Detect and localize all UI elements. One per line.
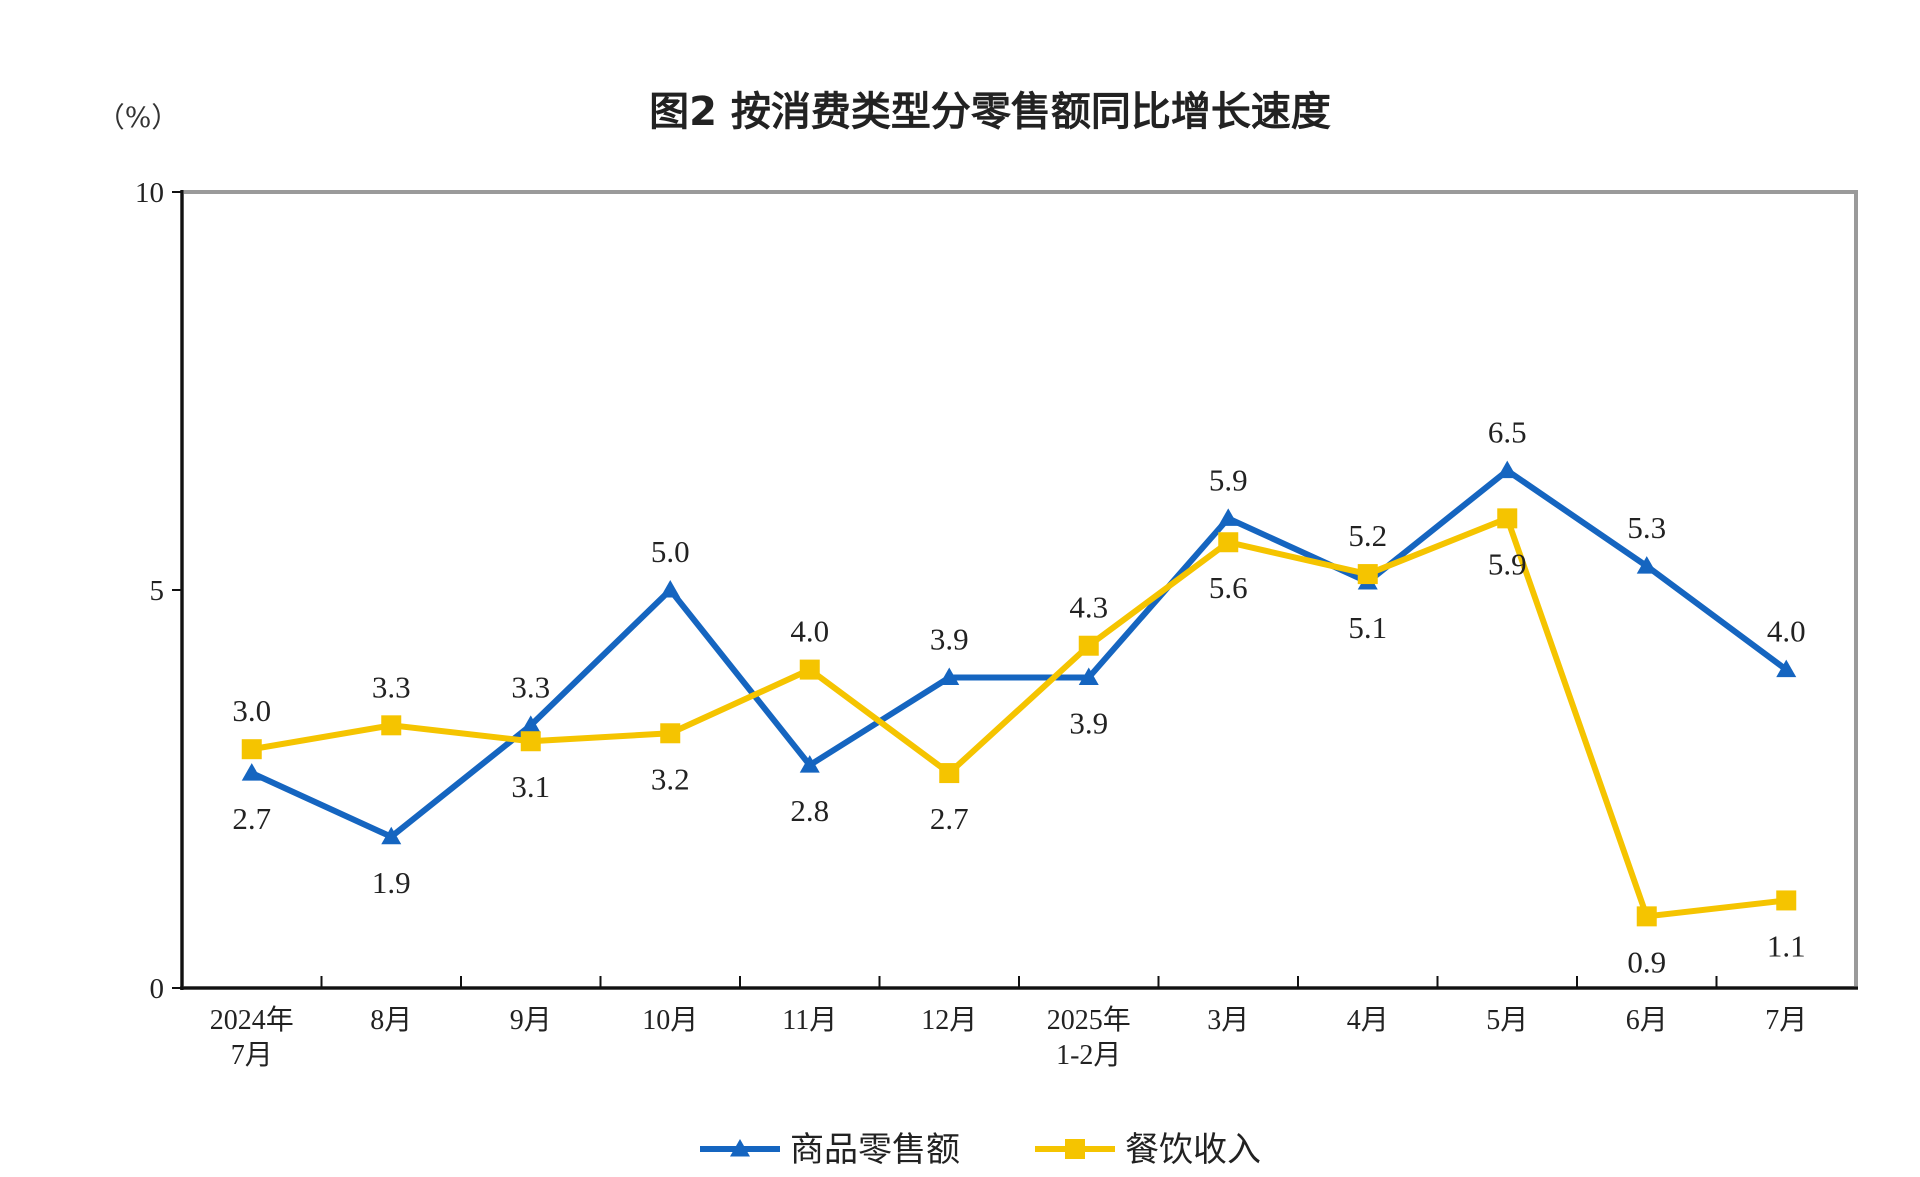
x-tick-label: 10月 — [642, 1005, 698, 1036]
data-label: 2.7 — [232, 801, 271, 836]
data-point-2 — [520, 731, 541, 752]
y-tick-label-0: 0 — [150, 973, 165, 1005]
x-tick-label: 1-2月 — [1056, 1040, 1121, 1071]
data-point-2 — [660, 723, 681, 744]
data-label: 3.2 — [651, 761, 690, 796]
data-point-1 — [799, 755, 820, 773]
data-label: 5.1 — [1348, 610, 1387, 645]
x-tick-label: 8月 — [370, 1005, 412, 1036]
data-label: 2.8 — [790, 793, 829, 828]
x-tick-labels: 2024年 7月 8月 9月 10月 11月 12月 2025年 1-2月 3月 4月 5月 6月 7月 — [210, 1004, 1808, 1071]
x-tick-label: 7月 — [1765, 1005, 1807, 1036]
legend-marker-2 — [1065, 1139, 1085, 1159]
data-label: 5.3 — [1627, 510, 1666, 545]
data-point-2 — [799, 659, 820, 680]
data-label: 4.0 — [790, 614, 829, 649]
data-point-2 — [241, 739, 262, 760]
series-markers — [241, 460, 1797, 927]
axes: 0 5 10 — [135, 177, 1858, 1005]
data-point-1 — [1078, 667, 1099, 686]
x-tick-label: 9月 — [510, 1005, 552, 1036]
data-label: 0.9 — [1627, 944, 1666, 979]
data-point-1 — [241, 763, 262, 781]
x-tick-label: 4月 — [1347, 1005, 1389, 1036]
data-point-1 — [1776, 659, 1797, 678]
data-labels: 2.7 1.9 3.3 5.0 2.8 3.9 3.9 5.9 5.1 6.5 5.3 4.0 3.0 3… — [232, 415, 1805, 980]
data-label: 2.7 — [930, 801, 969, 836]
y-unit-label: （%） — [97, 101, 180, 134]
plot-frame — [180, 190, 1858, 990]
legend-marker-1 — [730, 1139, 750, 1157]
data-label: 3.9 — [930, 622, 969, 657]
x-tick-label: 2024年 — [210, 1004, 294, 1036]
data-point-2 — [1357, 564, 1378, 585]
data-point-1 — [939, 667, 960, 686]
data-label: 5.9 — [1488, 546, 1527, 581]
data-label: 5.2 — [1348, 518, 1387, 553]
data-point-2 — [1776, 890, 1797, 911]
legend-label-2: 餐饮收入 — [1125, 1130, 1261, 1170]
data-point-2 — [1497, 508, 1518, 529]
data-label: 5.0 — [651, 534, 690, 569]
data-label: 5.9 — [1209, 462, 1248, 497]
x-tick-label: 3月 — [1207, 1005, 1249, 1036]
data-label: 1.1 — [1767, 928, 1806, 963]
data-point-2 — [939, 763, 960, 784]
data-label: 1.9 — [372, 865, 411, 900]
data-label: 3.1 — [511, 769, 550, 804]
data-point-1 — [1636, 556, 1657, 574]
data-label: 3.0 — [232, 693, 271, 728]
data-label: 3.3 — [511, 669, 550, 704]
x-tick-label: 2025年 — [1047, 1004, 1131, 1036]
data-label: 3.3 — [372, 669, 411, 704]
data-point-1 — [381, 826, 402, 845]
data-point-1 — [520, 715, 541, 733]
y-tick-label-10: 10 — [135, 177, 164, 209]
data-point-2 — [1078, 635, 1099, 656]
x-tick-label: 5月 — [1486, 1005, 1528, 1036]
data-label: 3.9 — [1069, 706, 1108, 741]
data-label: 5.6 — [1209, 570, 1248, 605]
legend-label-1: 商品零售额 — [790, 1130, 960, 1170]
x-tick-label: 11月 — [782, 1005, 837, 1036]
data-point-2 — [381, 715, 402, 736]
series-line-2 — [251, 514, 1787, 920]
chart-title: 图2 按消费类型分零售额同比增长速度 — [649, 89, 1331, 135]
data-point-1 — [1218, 508, 1239, 526]
x-tick-label: 6月 — [1626, 1005, 1668, 1036]
legend: 商品零售额 餐饮收入 — [700, 1130, 1261, 1170]
data-point-2 — [1636, 906, 1657, 927]
data-label: 4.3 — [1069, 590, 1108, 625]
data-label: 6.5 — [1488, 415, 1527, 450]
data-point-1 — [660, 580, 681, 598]
series-line-1 — [250, 466, 1789, 841]
data-label: 4.0 — [1767, 614, 1806, 649]
series-lines — [250, 466, 1789, 920]
data-point-2 — [1218, 532, 1239, 553]
x-tick-label: 12月 — [921, 1005, 977, 1036]
data-point-1 — [1497, 460, 1518, 479]
y-tick-label-5: 5 — [150, 575, 165, 607]
x-tick-label: 7月 — [231, 1040, 273, 1071]
